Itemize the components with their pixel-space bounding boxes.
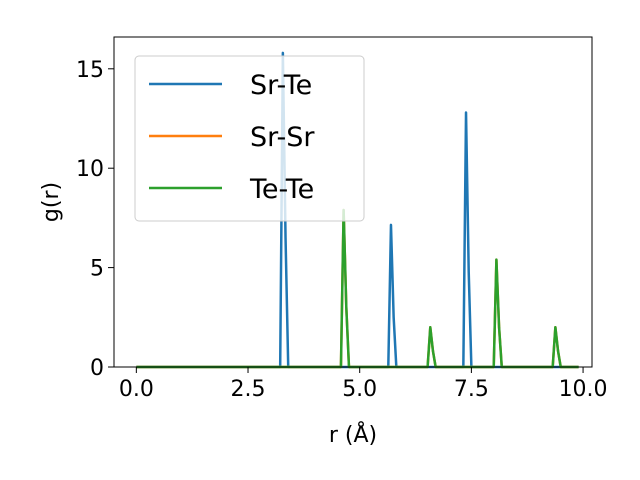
legend: Sr-Te Sr-Sr Te-Te: [134, 55, 365, 222]
legend-box: [134, 55, 365, 222]
y-tick-label: 0: [90, 356, 104, 381]
x-tick-label: 0.0: [119, 377, 154, 402]
x-tick-label: 2.5: [231, 377, 266, 402]
y-tick-label: 10: [76, 157, 104, 182]
legend-label-sr-sr: Sr-Sr: [250, 122, 315, 153]
y-axis: 0 5 10 15: [76, 58, 114, 381]
x-axis-label: r (Å): [329, 421, 377, 448]
y-tick-label: 5: [90, 257, 104, 282]
legend-label-sr-te: Sr-Te: [250, 70, 312, 101]
x-axis: 0.0 2.5 5.0 7.5 10.0: [119, 367, 608, 402]
legend-label-te-te: Te-Te: [249, 174, 314, 205]
y-axis-label: g(r): [39, 182, 64, 222]
x-tick-label: 7.5: [454, 377, 489, 402]
x-tick-label: 5.0: [342, 377, 377, 402]
plot-frame: [113, 36, 593, 368]
y-tick-label: 15: [76, 58, 104, 83]
x-tick-label: 10.0: [559, 377, 608, 402]
